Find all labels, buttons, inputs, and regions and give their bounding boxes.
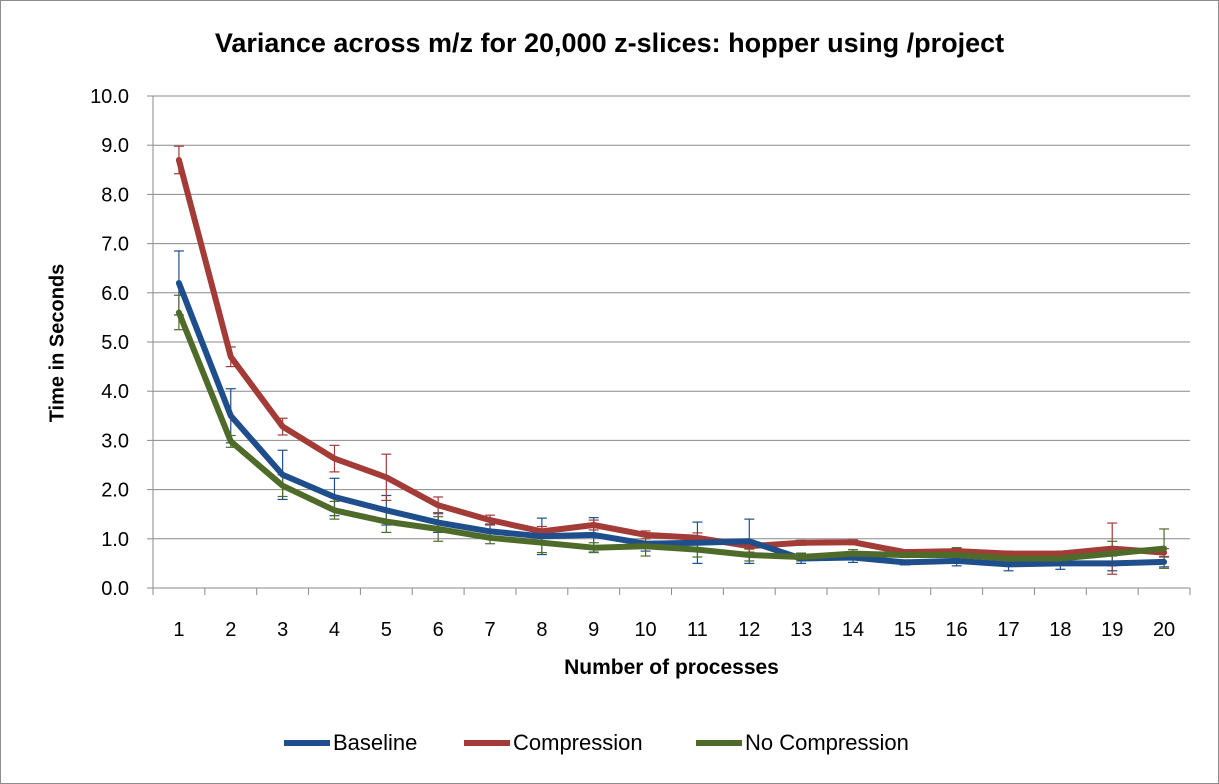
y-tick-label-6: 6.0 bbox=[101, 283, 129, 305]
legend-label-no-compression: No Compression bbox=[745, 730, 909, 755]
x-tick-label-1: 1 bbox=[173, 619, 184, 641]
x-tick-label-13: 13 bbox=[790, 619, 812, 641]
y-tick-label-9: 9.0 bbox=[101, 135, 129, 157]
x-tick-label-18: 18 bbox=[1049, 619, 1071, 641]
legend-label-baseline: Baseline bbox=[333, 730, 418, 755]
x-tick-label-12: 12 bbox=[738, 619, 760, 641]
y-tick-label-1: 1.0 bbox=[101, 529, 129, 551]
x-tick-label-20: 20 bbox=[1153, 619, 1175, 641]
series-line-baseline bbox=[175, 280, 1168, 568]
y-tick-label-4: 4.0 bbox=[101, 381, 129, 403]
x-tick-label-14: 14 bbox=[842, 619, 864, 641]
y-tick-label-5: 5.0 bbox=[101, 332, 129, 354]
chart-title: Variance across m/z for 20,000 z-slices:… bbox=[214, 28, 1005, 58]
y-tick-label-8: 8.0 bbox=[101, 184, 129, 206]
x-tick-label-8: 8 bbox=[536, 619, 547, 641]
x-axis-label: Number of processes bbox=[564, 656, 779, 679]
legend-swatch-no-compression bbox=[696, 740, 742, 746]
x-tick-label-9: 9 bbox=[588, 619, 599, 641]
y-tick-label-10: 10.0 bbox=[90, 86, 129, 108]
x-tick-label-3: 3 bbox=[277, 619, 288, 641]
x-tick-label-19: 19 bbox=[1101, 619, 1123, 641]
legend-item-baseline: Baseline bbox=[284, 728, 417, 758]
x-tick-label-5: 5 bbox=[381, 619, 392, 641]
x-tick-label-15: 15 bbox=[894, 619, 916, 641]
x-tick-label-7: 7 bbox=[484, 619, 495, 641]
x-tick-label-10: 10 bbox=[634, 619, 656, 641]
series-line-no-compression bbox=[175, 309, 1168, 562]
legend: Baseline Compression No Compression bbox=[0, 728, 1219, 758]
x-tick-label-2: 2 bbox=[225, 619, 236, 641]
y-tick-label-3: 3.0 bbox=[101, 430, 129, 452]
x-tick-label-11: 11 bbox=[687, 619, 708, 641]
legend-swatch-baseline bbox=[284, 740, 330, 746]
y-tick-label-0: 0.0 bbox=[101, 578, 129, 600]
x-tick-label-17: 17 bbox=[997, 619, 1019, 641]
legend-swatch-compression bbox=[464, 740, 510, 746]
legend-item-compression: Compression bbox=[464, 728, 643, 758]
legend-label-compression: Compression bbox=[513, 730, 643, 755]
series-line-compression bbox=[175, 157, 1168, 557]
y-tick-label-7: 7.0 bbox=[101, 234, 129, 256]
x-tick-label-4: 4 bbox=[329, 619, 340, 641]
legend-item-no-compression: No Compression bbox=[696, 728, 909, 758]
y-tick-label-2: 2.0 bbox=[101, 480, 129, 502]
x-tick-label-6: 6 bbox=[433, 619, 444, 641]
x-tick-label-16: 16 bbox=[946, 619, 968, 641]
